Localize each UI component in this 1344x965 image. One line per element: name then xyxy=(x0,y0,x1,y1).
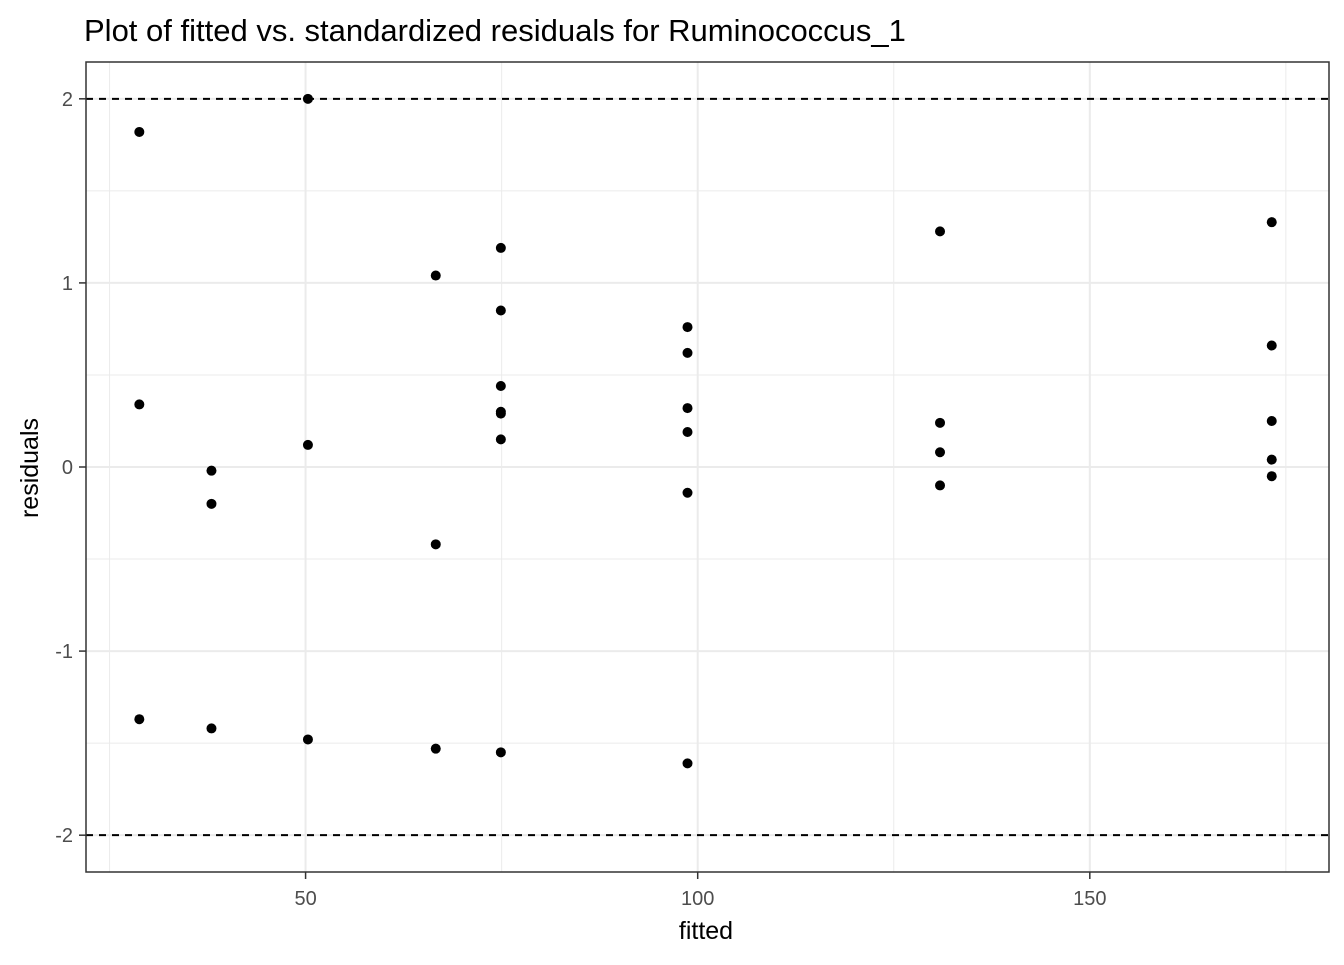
data-point xyxy=(935,417,946,428)
data-point xyxy=(1266,415,1277,426)
y-axis-title: residuals xyxy=(16,418,44,518)
data-point xyxy=(682,403,693,414)
data-point xyxy=(302,439,313,450)
data-point xyxy=(935,480,946,491)
y-tick-label: 1 xyxy=(62,273,73,295)
y-tick-label: -2 xyxy=(55,825,73,847)
major-gridlines xyxy=(86,62,1329,872)
data-point xyxy=(206,723,217,734)
data-point xyxy=(935,226,946,237)
data-point xyxy=(682,758,693,769)
data-point xyxy=(935,447,946,458)
data-point xyxy=(206,498,217,509)
chart-title: Plot of fitted vs. standardized residual… xyxy=(84,13,906,48)
data-point xyxy=(1266,454,1277,465)
data-point xyxy=(1266,340,1277,351)
data-point xyxy=(495,408,506,419)
data-point xyxy=(206,465,217,476)
data-point xyxy=(495,381,506,391)
data-point xyxy=(495,242,506,253)
data-point xyxy=(430,270,441,281)
data-point xyxy=(682,487,693,498)
data-point xyxy=(682,322,693,333)
data-point xyxy=(495,747,506,758)
data-point xyxy=(682,347,693,358)
data-point xyxy=(302,93,313,104)
data-point xyxy=(134,714,145,725)
x-tick-label: 100 xyxy=(681,888,714,910)
data-point xyxy=(682,427,693,438)
x-tick-label: 50 xyxy=(294,888,316,910)
data-point xyxy=(495,434,506,445)
y-tick-label: 2 xyxy=(62,89,73,111)
data-point xyxy=(302,734,313,745)
y-tick-label: -1 xyxy=(55,641,73,663)
data-point xyxy=(1266,217,1277,228)
data-point xyxy=(430,743,441,754)
y-tick-label: 0 xyxy=(62,457,73,479)
x-axis-title: fitted xyxy=(679,917,733,945)
data-point xyxy=(134,399,145,410)
data-points xyxy=(134,93,1277,769)
x-axis-ticks: 50 100 150 xyxy=(294,872,1106,910)
data-point xyxy=(1266,471,1277,482)
data-point xyxy=(495,305,506,316)
data-point xyxy=(430,539,441,550)
data-point xyxy=(134,126,145,137)
x-tick-label: 150 xyxy=(1073,888,1106,910)
y-axis-ticks: -2 -1 0 1 2 xyxy=(55,89,86,847)
